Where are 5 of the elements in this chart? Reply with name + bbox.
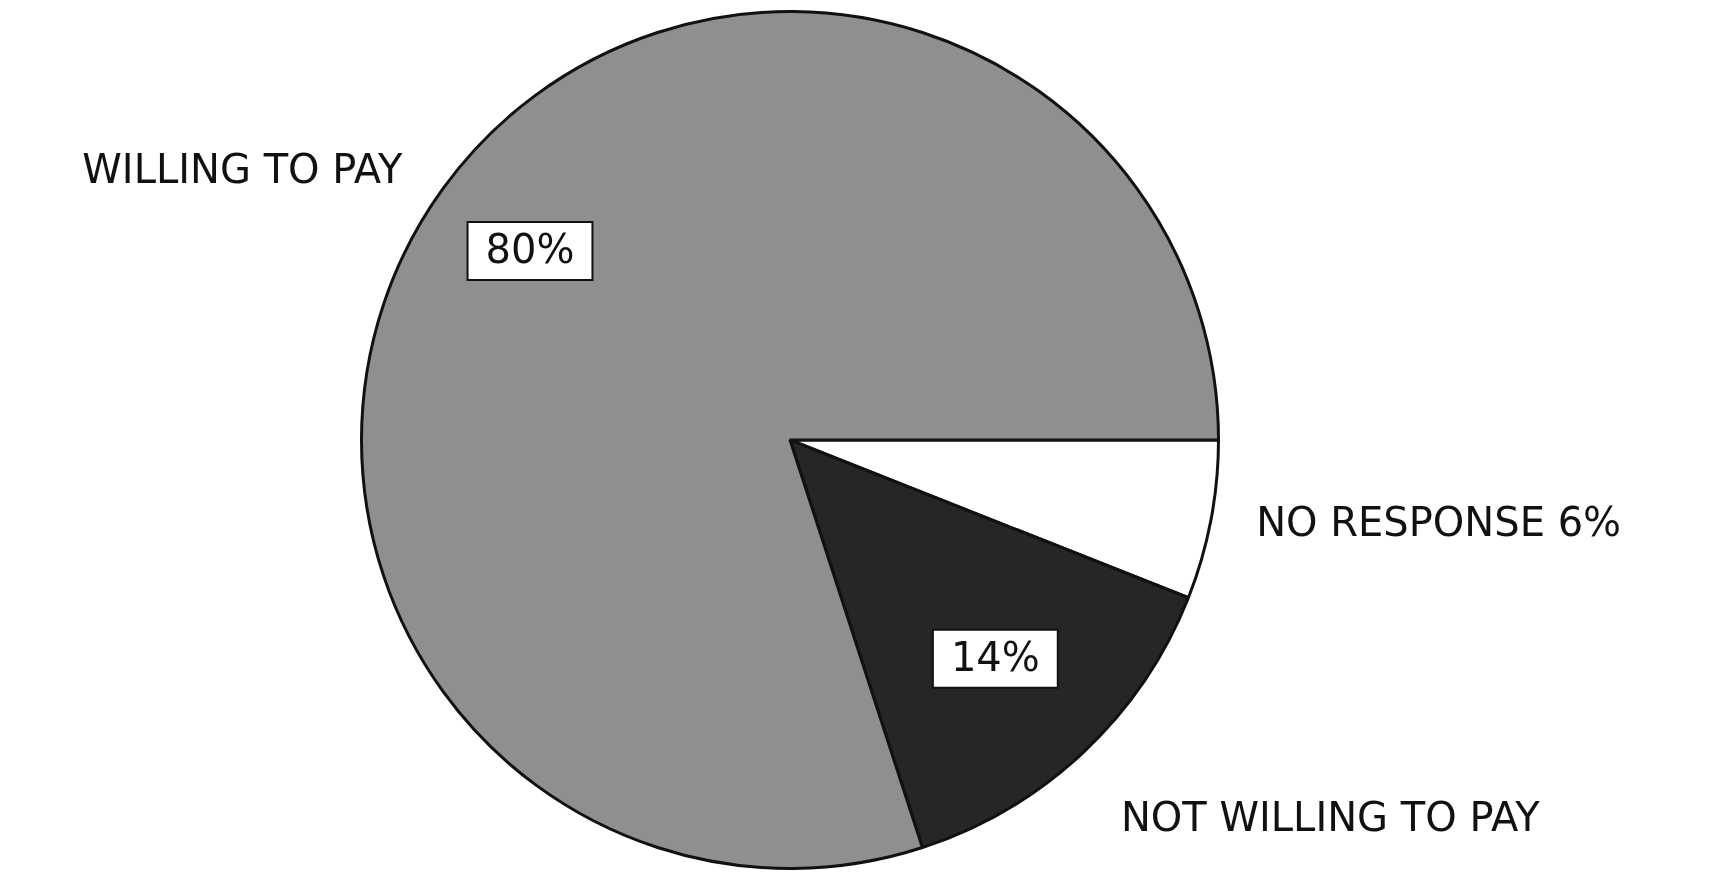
slice-label: NO RESPONSE 6% bbox=[1256, 498, 1622, 545]
slice-label: NOT WILLING TO PAY bbox=[1120, 794, 1541, 841]
data-label: 80% bbox=[485, 226, 575, 273]
data-label: 14% bbox=[950, 634, 1040, 681]
slice-label: WILLING TO PAY bbox=[82, 146, 404, 193]
